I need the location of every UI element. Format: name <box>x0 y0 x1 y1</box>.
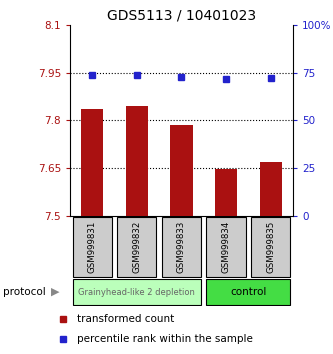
Bar <box>81 109 103 216</box>
FancyBboxPatch shape <box>73 279 201 305</box>
Text: GSM999835: GSM999835 <box>266 221 275 273</box>
Bar <box>170 125 192 216</box>
Text: GSM999833: GSM999833 <box>177 221 186 273</box>
Bar <box>126 106 148 216</box>
FancyBboxPatch shape <box>162 217 201 277</box>
Text: GSM999834: GSM999834 <box>221 221 231 273</box>
Bar <box>260 162 282 216</box>
Text: GSM999832: GSM999832 <box>132 221 142 273</box>
FancyBboxPatch shape <box>251 217 290 277</box>
Text: control: control <box>230 287 267 297</box>
Text: Grainyhead-like 2 depletion: Grainyhead-like 2 depletion <box>79 287 195 297</box>
Text: GSM999831: GSM999831 <box>88 221 97 273</box>
Text: percentile rank within the sample: percentile rank within the sample <box>77 334 253 344</box>
FancyBboxPatch shape <box>73 217 112 277</box>
FancyBboxPatch shape <box>206 279 290 305</box>
FancyBboxPatch shape <box>117 217 157 277</box>
Title: GDS5113 / 10401023: GDS5113 / 10401023 <box>107 8 256 22</box>
Text: ▶: ▶ <box>51 287 59 297</box>
Bar <box>215 169 237 216</box>
Text: protocol: protocol <box>3 287 46 297</box>
FancyBboxPatch shape <box>206 217 246 277</box>
Text: transformed count: transformed count <box>77 314 174 325</box>
